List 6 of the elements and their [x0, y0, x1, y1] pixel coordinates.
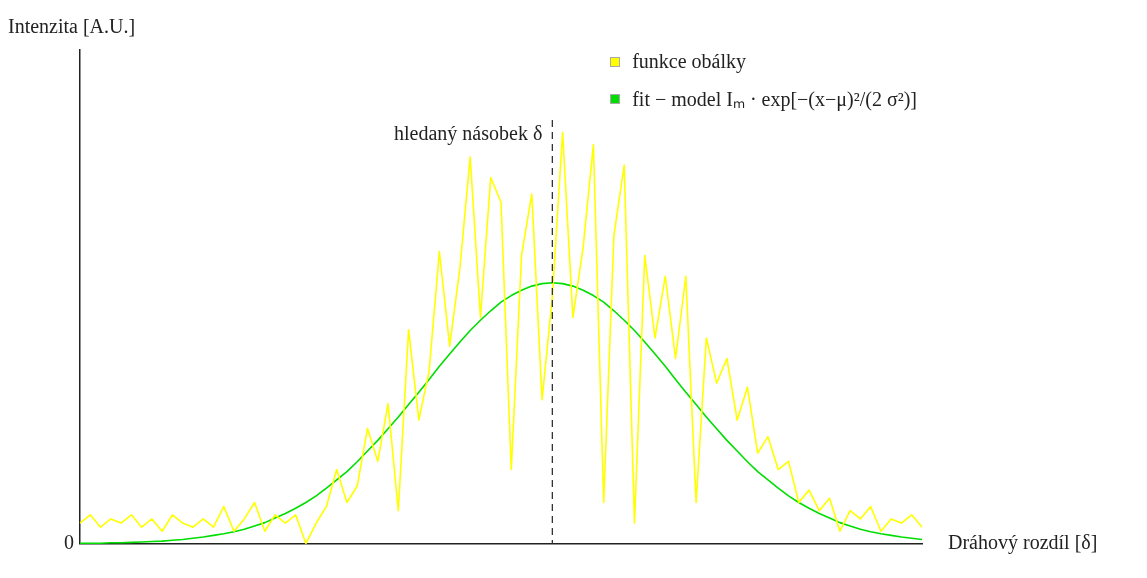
y-axis-title: Intenzita [A.U.]: [8, 15, 136, 38]
x-axis-title: Dráhový rozdíl [δ]: [948, 530, 1098, 554]
legend-label: funkce obálky: [632, 50, 747, 73]
annotation: hledaný násobek δ: [394, 122, 543, 146]
text: 0: [64, 530, 74, 553]
legend-label: fit − model Iₘ · exp[−(x−μ)²/(2 σ²)]: [632, 87, 917, 112]
